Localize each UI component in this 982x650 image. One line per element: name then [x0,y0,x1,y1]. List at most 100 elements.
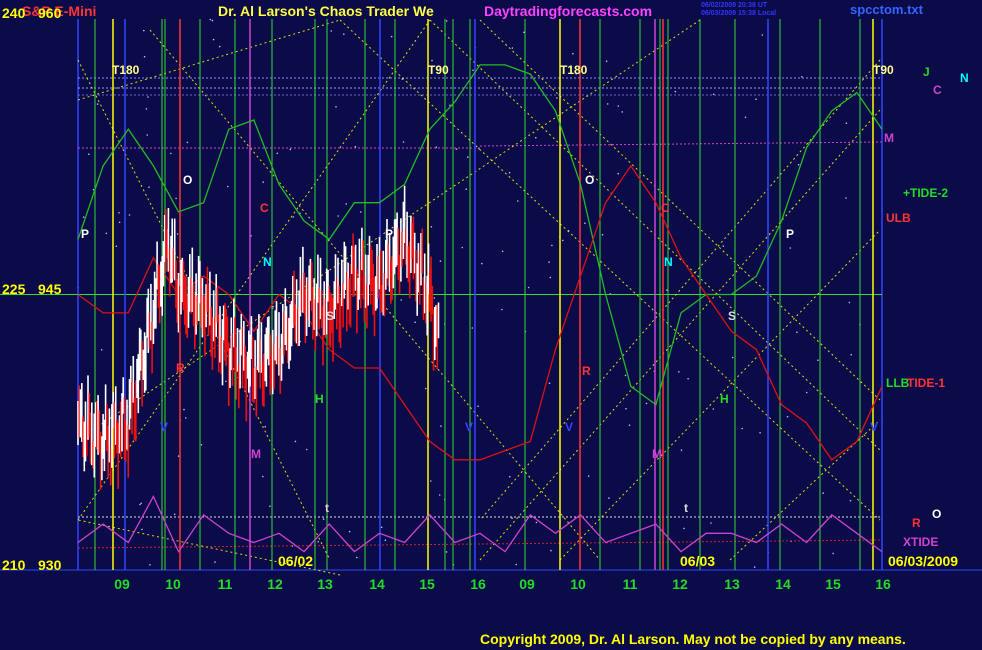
star-dot [149,564,151,566]
cycle-diagonal [77,19,341,101]
cycle-label: T90 [428,63,449,77]
star-dot [625,407,627,410]
x-tick-label: 09 [114,576,130,592]
x-tick-label: 10 [570,576,586,592]
star-dot [431,59,433,62]
star-dot [501,250,504,253]
star-dot [687,377,689,380]
star-dot [562,239,564,242]
x-tick-label: 14 [369,576,385,592]
star-dot [732,356,734,359]
star-dot [173,513,176,516]
star-dot [501,308,503,311]
star-dot [176,233,179,235]
star-dot [390,35,393,38]
x-tick-label: 13 [724,576,740,592]
instrument-title: S&P E-Mini [22,3,96,19]
star-dot [337,215,340,217]
planet-glyph: H [315,392,324,406]
star-dot [509,475,511,478]
star-dot [177,455,180,457]
x-tick-label: 14 [775,576,791,592]
star-dot [264,425,267,428]
star-dot [535,136,537,139]
star-dot [587,475,590,477]
series-line [77,495,883,553]
band-line [77,539,883,549]
star-dot [481,262,483,265]
planet-glyph: S [728,309,736,323]
planet-glyph: P [786,227,794,241]
chart-series [77,64,883,553]
star-dot [345,203,348,205]
star-dot [186,141,189,144]
star-dot [330,30,333,32]
star-dot [294,440,297,443]
star-dot [100,349,103,351]
star-dot [645,402,648,405]
cycle-label: T180 [112,63,140,77]
planet-glyph: O [585,173,594,187]
right-series-label: O [932,507,941,521]
star-dot [832,552,834,555]
x-tick-label: 15 [419,576,435,592]
star-dot [291,545,294,547]
star-dot [601,233,604,236]
star-dot [262,181,265,183]
star-dot [523,31,525,34]
star-dot [548,261,550,263]
planet-glyph: C [661,201,670,215]
right-series-label: M [884,131,894,145]
star-dot [741,427,743,430]
star-dot [548,382,551,385]
star-dot [430,226,433,228]
star-dot [170,152,172,155]
star-dot [211,19,214,22]
star-dot [822,492,824,494]
star-dot [584,222,586,224]
cycle-diagonal [479,109,881,561]
star-dot [335,106,337,108]
star-dot [414,321,416,324]
right-series-label: J [923,65,930,79]
star-dot [305,448,308,451]
star-dot [850,353,852,356]
star-dot [445,551,448,553]
star-dot [849,499,852,502]
planet-glyph: M [251,447,261,461]
star-dot [471,327,474,329]
right-series-label: LLB [886,376,910,390]
star-dot [515,563,517,566]
star-dot [292,216,295,218]
planet-glyph: V [160,420,168,434]
star-dot [360,211,362,213]
right-series-label: C [933,83,942,97]
star-dot [628,424,631,427]
chart-background [77,18,861,568]
star-dot [617,105,620,107]
cycle-diagonal [559,229,881,561]
star-dot [185,417,187,419]
star-dot [549,276,552,279]
star-dot [712,408,715,410]
star-dot [527,286,530,289]
star-dot [461,246,464,249]
star-dot [439,67,441,70]
star-dot [445,20,448,22]
star-dot [146,134,148,136]
right-series-label: XTIDE [903,535,938,549]
star-dot [430,480,432,482]
star-dot [96,103,99,105]
star-dot [322,518,325,520]
star-dot [575,73,577,75]
star-dot [511,47,514,49]
star-dot [354,145,357,148]
x-tick-label: 16 [470,576,486,592]
left-axis-price-bottom: 930 [38,557,62,573]
star-dot [608,497,610,499]
star-dot [200,444,203,446]
star-dot [348,530,351,533]
star-dot [402,141,405,143]
star-dot [848,301,851,304]
star-dot [139,503,141,506]
